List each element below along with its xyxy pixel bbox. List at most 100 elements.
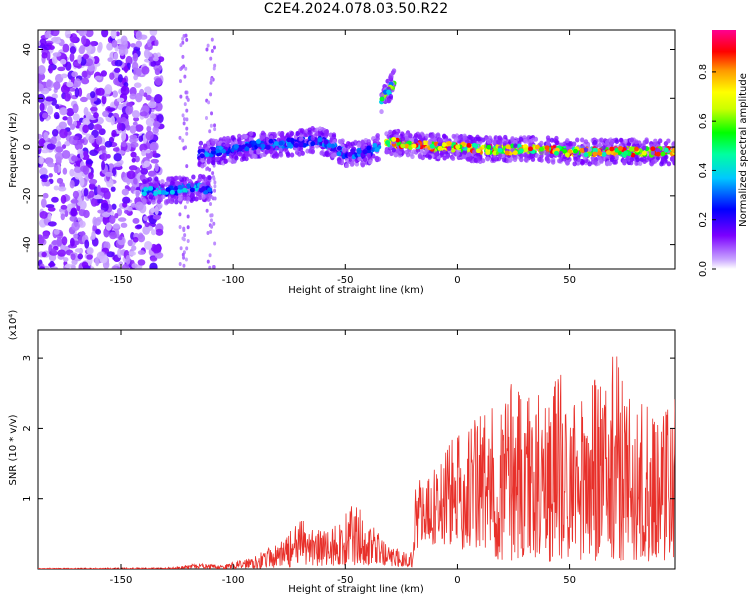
spectrogram-cell	[297, 151, 302, 157]
snr-y-tick-label: 2	[22, 425, 33, 431]
spectrogram-cell	[70, 264, 76, 269]
colorbar-tick-label: 0.0	[698, 261, 709, 277]
spectrogram-cell	[121, 131, 127, 142]
spectrogram-cell	[64, 263, 73, 269]
spectrogram-cell	[86, 254, 93, 260]
spectrogram-cell	[623, 150, 629, 156]
spectrogram-cell	[360, 140, 365, 146]
spectrogram-cell	[385, 149, 390, 155]
spectrogram-cell	[185, 37, 189, 42]
spectrogram-cell	[655, 151, 661, 157]
spectrogram-cell	[650, 150, 656, 156]
spectrogram-cell	[55, 104, 60, 110]
spectrogram-cell	[666, 138, 671, 144]
spectrogram-cell	[184, 66, 188, 71]
spectrogram-cell	[183, 102, 187, 107]
spectrogram-cell	[181, 113, 185, 118]
spectrogram-cell	[50, 136, 57, 145]
spectrogram-cell	[597, 150, 603, 156]
spectrogram-cell	[181, 36, 185, 41]
spectrogram-cell	[78, 220, 86, 228]
spectrogram-cell	[95, 228, 102, 235]
spectrogram-cell	[106, 42, 114, 51]
spectrogram-cell	[110, 30, 117, 39]
spectrogram-cell	[64, 93, 71, 102]
spectrogram-cell	[579, 147, 585, 153]
spectrogram-cell	[120, 85, 130, 96]
spectrogram-cell	[462, 150, 467, 156]
spectrogram-cell	[78, 208, 87, 217]
spectrogram-cell	[116, 208, 123, 217]
spectrogram-cell	[72, 103, 79, 114]
spectrogram-cell	[113, 223, 120, 229]
spectrogram-cell	[53, 185, 60, 191]
spectrogram-cell	[133, 177, 138, 185]
spectrogram-cell	[82, 53, 89, 60]
spectrogram-cell	[362, 157, 368, 163]
spectrogram-cell	[197, 191, 202, 197]
spectrogram-cell	[185, 117, 189, 122]
spectrogram-cell	[505, 144, 511, 150]
spectrogram-cell	[65, 107, 75, 117]
spectrogram-cell	[379, 96, 385, 102]
spectrogram-cell	[455, 144, 461, 150]
spectrogram-cell	[567, 141, 573, 147]
spectrogram-cell	[204, 115, 208, 120]
spectrogram-cell	[166, 176, 171, 182]
spectrogram-cell	[434, 151, 439, 157]
spectrogram-cell	[362, 149, 368, 155]
spectrogram-cell	[580, 137, 585, 143]
spectrogram-cell	[47, 213, 52, 220]
snr-x-tick-label: 50	[563, 575, 576, 586]
spectrogram-cell	[46, 162, 56, 168]
spectrogram-cell	[181, 40, 185, 45]
spectrogram-cell	[623, 138, 628, 144]
spectrogram-cell	[101, 160, 106, 171]
spectrogram-cell	[89, 149, 99, 156]
spectrogram-cell	[366, 152, 371, 158]
colorbar: 0.0 0.2 0.4 0.6 0.8 Normalized spectral ampl…	[698, 30, 749, 277]
spectrogram-cell	[286, 137, 292, 143]
spectrogram-cell	[629, 157, 635, 163]
spectrogram-cell	[274, 152, 279, 158]
spectrogram-cell	[539, 153, 544, 159]
spectrogram-cell	[69, 52, 75, 62]
spectrogram-cell	[344, 157, 350, 163]
spectrogram-cell	[52, 52, 62, 57]
spectrogram-cell	[298, 142, 304, 148]
spectrogram-cell	[213, 184, 217, 189]
spectrogram-cell	[170, 196, 175, 202]
spectrogram-cell	[671, 141, 675, 147]
spectrogram-cell	[278, 147, 283, 153]
spectrogram-cell	[441, 142, 447, 147]
spectrogram-cell	[81, 35, 87, 45]
spectrogram-cell	[83, 106, 89, 116]
spectrogram-cell	[658, 138, 663, 144]
spectrogram-cell	[69, 168, 75, 177]
spectrogram-cell	[429, 143, 435, 149]
spectrogram-cell	[169, 180, 175, 186]
spectrogram-cell	[307, 130, 312, 136]
spectrogram-cell	[70, 253, 76, 261]
spectrogram-cell	[59, 58, 67, 65]
spectrogram-cell	[135, 30, 143, 41]
spectrogram-cell	[110, 186, 116, 192]
spectrogram-cell	[127, 206, 133, 212]
spectrogram-cell	[601, 145, 606, 151]
spectrogram-cell	[208, 265, 212, 269]
spectrogram-cell	[152, 56, 159, 62]
spectrogram-cell	[135, 201, 144, 211]
spectrogram-cell	[441, 149, 447, 155]
spectrogram-cell	[111, 203, 117, 210]
spectrogram-cell	[601, 156, 607, 162]
spectrogram-cell	[148, 182, 154, 188]
spectrogram-cell	[251, 153, 256, 159]
spectrogram-cell	[437, 141, 443, 147]
spectrogram-cell	[42, 231, 50, 240]
spectrogram-cell	[437, 145, 443, 151]
spectrogram-cell	[131, 263, 138, 269]
spectrogram-cell	[233, 144, 239, 149]
spectrogram-cell	[148, 185, 154, 191]
spectrogram-cell	[154, 101, 163, 112]
spectrogram-cell	[155, 228, 164, 236]
